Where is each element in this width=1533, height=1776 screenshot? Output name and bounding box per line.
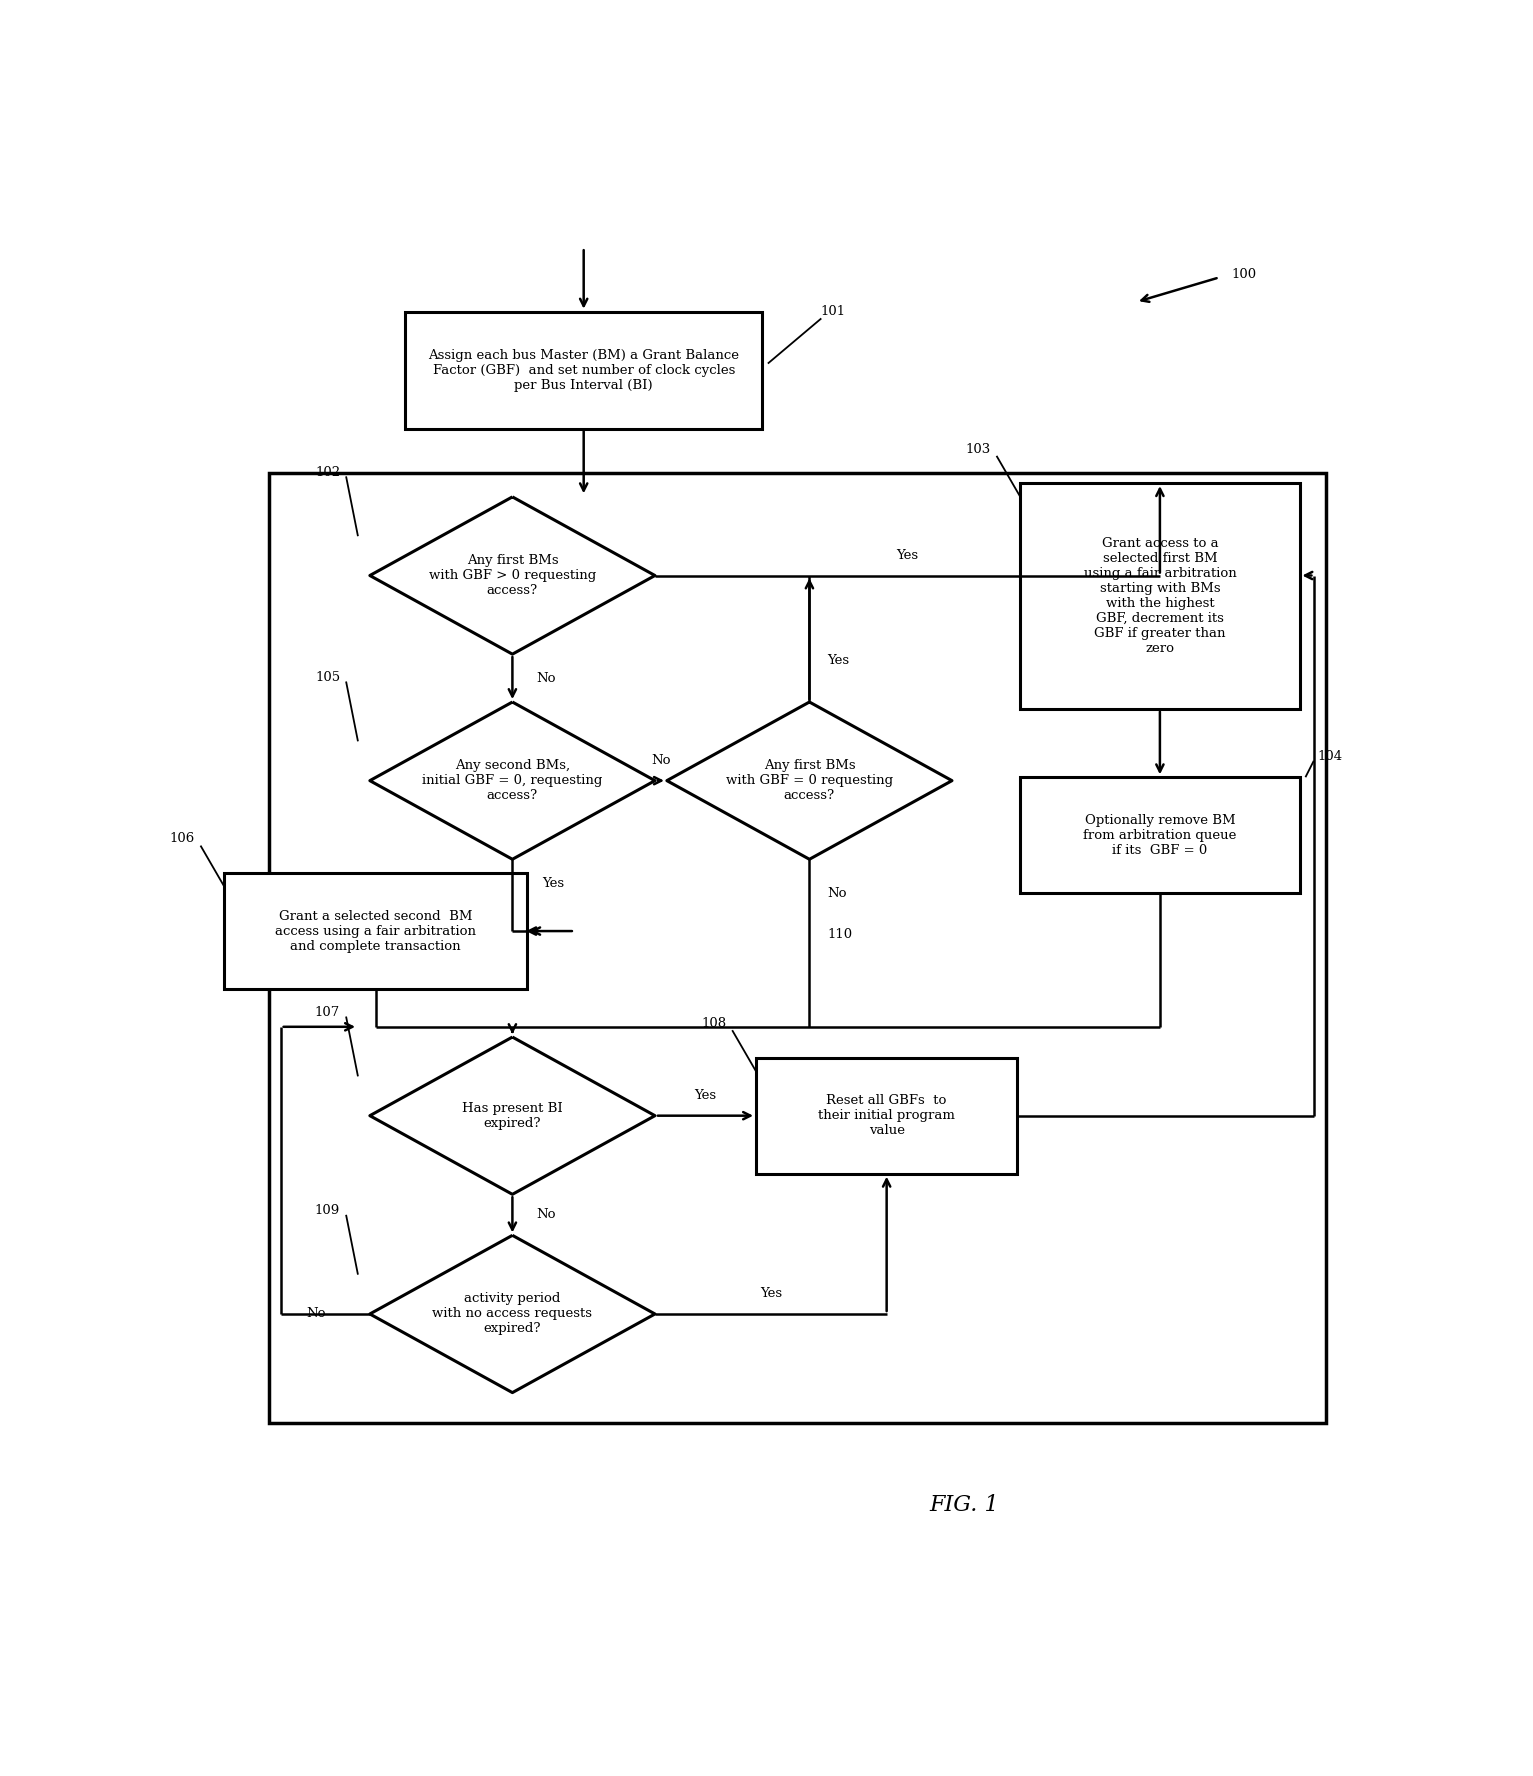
Text: 103: 103 [966,442,990,455]
Text: No: No [537,1208,555,1222]
Polygon shape [369,1236,655,1392]
Text: 100: 100 [1231,268,1257,281]
Text: Any second BMs,
initial GBF = 0, requesting
access?: Any second BMs, initial GBF = 0, request… [422,758,602,803]
Text: Reset all GBFs  to
their initial program
value: Reset all GBFs to their initial program … [819,1094,955,1137]
Polygon shape [369,497,655,654]
Text: No: No [537,671,555,684]
Text: No: No [307,1307,327,1321]
Text: 105: 105 [314,671,340,684]
Text: 108: 108 [701,1018,727,1030]
Text: 107: 107 [314,1005,340,1019]
Text: Optionally remove BM
from arbitration queue
if its  GBF = 0: Optionally remove BM from arbitration qu… [1084,813,1237,856]
Text: 101: 101 [820,305,846,318]
Text: Yes: Yes [897,549,918,561]
Text: activity period
with no access requests
expired?: activity period with no access requests … [432,1293,592,1336]
Text: Assign each bus Master (BM) a Grant Balance
Factor (GBF)  and set number of cloc: Assign each bus Master (BM) a Grant Bala… [428,348,739,392]
Text: Yes: Yes [828,655,849,668]
FancyBboxPatch shape [405,313,762,428]
Polygon shape [369,702,655,860]
Text: Yes: Yes [760,1288,782,1300]
Text: Grant a selected second  BM
access using a fair arbitration
and complete transac: Grant a selected second BM access using … [276,909,477,952]
Text: FIG. 1: FIG. 1 [929,1494,998,1517]
Text: 104: 104 [1317,749,1343,764]
Text: Has present BI
expired?: Has present BI expired? [461,1101,563,1130]
FancyBboxPatch shape [1021,778,1300,893]
Text: No: No [652,753,670,767]
Text: Any first BMs
with GBF > 0 requesting
access?: Any first BMs with GBF > 0 requesting ac… [429,554,596,597]
Text: 109: 109 [314,1204,340,1217]
FancyBboxPatch shape [1021,483,1300,709]
Text: 102: 102 [314,465,340,480]
Text: 106: 106 [169,833,195,845]
Text: Yes: Yes [543,877,564,890]
Text: Grant access to a
selected first BM
using a fair arbitration
starting with BMs
w: Grant access to a selected first BM usin… [1084,536,1236,655]
FancyBboxPatch shape [224,874,527,989]
Text: 110: 110 [828,929,852,941]
Polygon shape [667,702,952,860]
Text: No: No [828,886,846,900]
Text: Any first BMs
with GBF = 0 requesting
access?: Any first BMs with GBF = 0 requesting ac… [725,758,894,803]
Text: Yes: Yes [694,1089,716,1101]
Polygon shape [369,1037,655,1193]
FancyBboxPatch shape [756,1057,1018,1174]
